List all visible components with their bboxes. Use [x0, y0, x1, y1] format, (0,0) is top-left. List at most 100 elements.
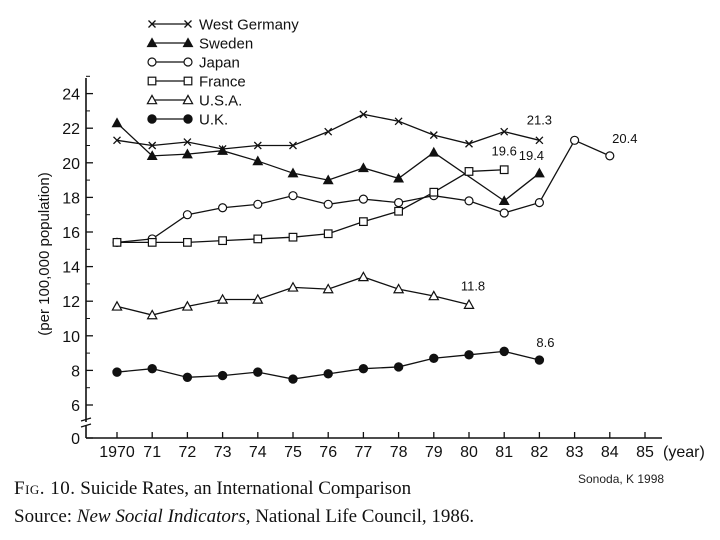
- legend-marker-start: [147, 76, 157, 86]
- data-point-france: [112, 237, 122, 247]
- source-prefix: Source:: [14, 506, 77, 527]
- data-point-sweden: [111, 117, 123, 128]
- data-point-u-s-a: [322, 283, 334, 294]
- figure-source: Source: New Social Indicators, National …: [14, 506, 474, 528]
- data-point-u-k: [534, 355, 545, 365]
- legend-marker-end: [183, 114, 193, 124]
- data-point-u-s-a: [357, 271, 370, 282]
- data-point-japan: [288, 191, 298, 201]
- axes: 0 6 8 10 12 14 16 18 20 22 24 1970 71 72 73 74 75 76 77 78 7…: [62, 75, 705, 461]
- series-france: [112, 165, 509, 247]
- data-point-sweden: [287, 167, 299, 178]
- data-point-west-germany: [289, 141, 297, 150]
- data-point-sweden: [181, 148, 193, 159]
- legend-marker-start: [146, 37, 158, 48]
- y-tick-label: 0: [71, 431, 80, 448]
- data-point-u-k: [217, 370, 228, 381]
- data-point-japan: [464, 196, 474, 206]
- y-tick-label: 20: [62, 156, 80, 173]
- data-point-sweden: [428, 146, 440, 157]
- legend-label: U.K.: [199, 112, 228, 129]
- y-tick-label: 22: [62, 121, 80, 138]
- legend-marker-end: [182, 94, 194, 105]
- y-tick-label: 10: [62, 329, 80, 346]
- data-point-u-k: [112, 367, 122, 377]
- legend-item-sweden: Sweden: [146, 36, 253, 53]
- data-point-japan: [358, 194, 368, 204]
- data-point-sweden: [146, 150, 158, 161]
- data-point-u-s-a: [181, 300, 194, 311]
- data-point-france: [359, 217, 368, 227]
- y-tick-label: 6: [71, 398, 80, 415]
- data-label: 8.6: [536, 335, 554, 350]
- data-point-france: [253, 234, 263, 244]
- data-point-france: [183, 237, 192, 247]
- x-tick-label: 1970: [99, 444, 135, 461]
- figure-caption: Fig. 10. Suicide Rates, an International…: [14, 478, 411, 500]
- legend-marker-start: [147, 57, 157, 67]
- data-point-france: [464, 167, 474, 176]
- data-point-west-germany: [183, 138, 192, 146]
- data-label: 19.4: [519, 148, 544, 163]
- data-point-japan: [394, 197, 404, 208]
- legend-item-u-k: U.K.: [147, 112, 228, 129]
- x-tick-label: 72: [179, 444, 197, 461]
- data-point-france: [288, 232, 298, 242]
- data-point-japan: [253, 199, 263, 209]
- data-point-japan: [569, 135, 580, 145]
- legend-marker-end: [184, 20, 192, 28]
- data-point-u-s-a: [146, 309, 158, 320]
- data-point-france: [499, 165, 509, 175]
- data-point-u-s-a: [463, 298, 475, 309]
- x-tick-label: 76: [319, 444, 337, 461]
- y-tick-label: 8: [71, 363, 80, 380]
- source-suffix: , National Life Council, 1986.: [245, 506, 475, 527]
- x-unit-label: (year): [663, 444, 705, 461]
- data-point-west-germany: [253, 141, 262, 150]
- data-point-west-germany: [500, 127, 509, 136]
- data-point-west-germany: [359, 110, 368, 119]
- data-point-west-germany: [324, 127, 333, 136]
- data-point-japan: [218, 203, 228, 213]
- legend-marker-end: [183, 57, 193, 67]
- data-point-japan: [323, 199, 333, 209]
- data-point-u-k: [429, 353, 439, 363]
- legend-label: Japan: [199, 55, 240, 72]
- data-point-sweden: [533, 167, 545, 178]
- data-point-sweden: [393, 172, 405, 183]
- data-point-u-k: [182, 372, 193, 383]
- legend-item-japan: Japan: [147, 55, 240, 72]
- data-point-france: [429, 187, 439, 197]
- series-japan: [112, 135, 615, 247]
- series-line-france: [117, 169, 505, 244]
- series-layer: [111, 110, 615, 384]
- data-point-u-s-a: [428, 290, 440, 301]
- x-tick-label: 74: [249, 444, 267, 461]
- data-point-japan: [534, 197, 545, 208]
- legend-item-u-s-a: U.S.A.: [146, 93, 242, 110]
- data-point-sweden: [498, 195, 510, 206]
- data-point-u-k: [147, 363, 157, 374]
- x-tick-label: 73: [214, 444, 232, 461]
- data-point-u-k: [393, 362, 404, 372]
- legend-item-france: France: [147, 74, 246, 91]
- figure-number: Fig. 10.: [14, 478, 76, 499]
- legend-marker-start: [148, 20, 156, 28]
- y-tick-label: 16: [62, 225, 80, 242]
- data-point-sweden: [217, 145, 229, 155]
- data-point-west-germany: [429, 131, 438, 140]
- y-axis-label: (per 100,000 population): [36, 172, 53, 335]
- data-point-u-s-a: [216, 293, 229, 304]
- x-tick-label: 77: [355, 444, 373, 461]
- x-tick-label: 78: [390, 444, 408, 461]
- axis-break-mark: [80, 417, 92, 428]
- data-point-u-k: [464, 350, 474, 360]
- x-tick-label: 75: [284, 444, 302, 461]
- data-point-u-s-a: [287, 281, 299, 292]
- legend-item-west-germany: West Germany: [148, 17, 299, 34]
- data-point-sweden: [252, 155, 264, 166]
- data-point-france: [147, 237, 157, 247]
- data-point-west-germany: [394, 117, 403, 126]
- y-tick-label: 24: [62, 87, 80, 104]
- legend-label: France: [199, 74, 246, 91]
